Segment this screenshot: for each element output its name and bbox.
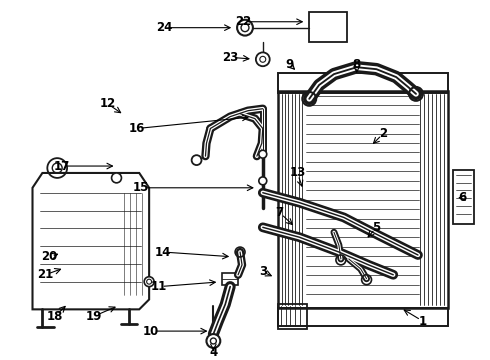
Text: 19: 19 [86,310,102,323]
Text: 7: 7 [275,206,284,219]
Text: 13: 13 [289,166,305,180]
Circle shape [256,53,270,66]
Text: 2: 2 [379,127,388,140]
Text: 16: 16 [129,122,146,135]
Circle shape [259,177,267,185]
Circle shape [237,20,253,36]
Bar [222,273,238,285]
Bar [453,170,474,224]
Bar [309,12,347,41]
Text: 22: 22 [235,15,251,28]
Text: 3: 3 [259,265,267,278]
Text: 9: 9 [285,58,294,71]
Text: 1: 1 [419,315,427,328]
Text: 10: 10 [143,325,159,338]
Bar [278,305,307,329]
Text: 18: 18 [47,310,63,323]
Text: 14: 14 [155,246,171,258]
Bar [278,309,447,326]
Text: 24: 24 [156,21,172,34]
Text: 8: 8 [353,58,361,71]
Circle shape [259,150,267,158]
Text: 6: 6 [458,191,466,204]
Text: 23: 23 [222,51,238,64]
Bar [278,91,447,309]
Text: 15: 15 [133,181,149,194]
Circle shape [144,277,154,287]
Text: 20: 20 [41,251,57,264]
Text: 17: 17 [54,159,70,172]
Text: 21: 21 [37,268,53,281]
Text: 12: 12 [99,97,116,110]
Text: 5: 5 [372,221,381,234]
Bar [278,73,447,93]
Text: 11: 11 [151,280,167,293]
Circle shape [206,334,220,348]
Circle shape [112,173,122,183]
Text: 4: 4 [209,346,218,359]
